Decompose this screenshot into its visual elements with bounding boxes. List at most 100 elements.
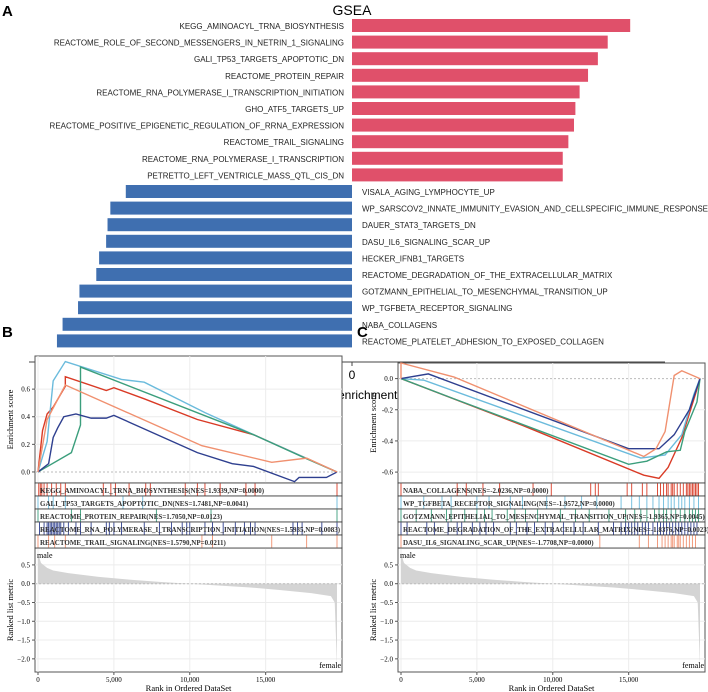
bar-label: REACTOME_PLATELET_ADHESION_TO_EXPOSED_CO… bbox=[362, 337, 604, 346]
y-tick-label: −0.5 bbox=[17, 599, 30, 607]
bar bbox=[352, 68, 589, 82]
x-tick-label: 5,000 bbox=[469, 676, 485, 684]
y-tick-label: 0.0 bbox=[384, 375, 393, 383]
es-curve bbox=[37, 375, 338, 473]
y-tick-label: -0.6 bbox=[382, 469, 394, 477]
ranked-metric-area bbox=[38, 553, 337, 667]
bar-label: PETRETTO_LEFT_VENTRICLE_MASS_QTL_CIS_DN bbox=[147, 171, 344, 180]
bar-label: REACTOME_RNA_POLYMERASE_I_TRANSCRIPTION_… bbox=[96, 88, 344, 97]
bar bbox=[78, 301, 353, 315]
bar bbox=[352, 168, 563, 182]
bar-label: GALI_TP53_TARGETS_APOPTOTIC_DN bbox=[194, 55, 344, 64]
bar-label: REACTOME_ROLE_OF_SECOND_MESSENGERS_IN_NE… bbox=[54, 39, 344, 48]
y-tick-label: 0.0 bbox=[384, 580, 393, 588]
x-tick-label: 10,000 bbox=[543, 676, 563, 684]
gsea-bar-chart: GSEA KEGG_AMINOACYL_TRNA_BIOSYNTHESIS REAC… bbox=[29, 2, 708, 402]
y-tick-label: −1.5 bbox=[17, 637, 30, 645]
y-tick-label: −1.5 bbox=[380, 637, 393, 645]
gene-set-label: WP_TGFBETA_RECEPTOR_SIGNALING(NES=-1.957… bbox=[403, 500, 615, 508]
y-tick-label: −2.0 bbox=[17, 655, 30, 663]
gene-set-label: KEGG_AMINOACYL_TRNA_BIOSYNTHESIS(NES=1.9… bbox=[40, 487, 265, 495]
es-curve bbox=[400, 377, 701, 459]
bar-label: REACTOME_PROTEIN_REPAIR bbox=[225, 72, 344, 81]
y-tick-label: 0.2 bbox=[21, 441, 30, 449]
bar-label: REACTOME_DEGRADATION_OF_THE_EXTRACELLULA… bbox=[362, 271, 613, 280]
bar-label: REACTOME_POSITIVE_EPIGENETIC_REGULATION_… bbox=[50, 122, 345, 131]
x-tick-label: 5,000 bbox=[106, 676, 122, 684]
y-tick-label: 0.5 bbox=[21, 561, 30, 569]
metric-axis-title: Ranked list metric bbox=[368, 579, 378, 642]
bar bbox=[62, 317, 352, 331]
es-curve bbox=[400, 373, 701, 450]
x-tick-label: 0 bbox=[36, 676, 40, 684]
es-curve bbox=[37, 413, 338, 483]
bar-label: DASU_IL6_SIGNALING_SCAR_UP bbox=[362, 238, 490, 247]
bar bbox=[352, 135, 569, 149]
bar bbox=[352, 102, 576, 115]
ranked-metric-area bbox=[401, 553, 700, 667]
es-panel-frame bbox=[397, 362, 706, 484]
bar-label: GOTZMANN_EPITHELIAL_TO_MESENCHYMAL_TRANS… bbox=[362, 288, 608, 297]
chart-title: GSEA bbox=[333, 2, 373, 18]
bar bbox=[96, 268, 352, 281]
es-panel-frame bbox=[34, 355, 343, 484]
x-tick-label: 10,000 bbox=[180, 676, 200, 684]
x-tick-label: 0 bbox=[349, 368, 356, 382]
gene-set-label: REACTOME_TRAIL_SIGNALING(NES=1.5790,NP=0… bbox=[40, 539, 226, 547]
gene-set-label: REACTOME_PROTEIN_REPAIR(NES=1.7050,NP=0.… bbox=[40, 513, 223, 521]
es-curve bbox=[37, 384, 338, 473]
y-tick-label: 0.4 bbox=[21, 413, 30, 421]
bar-label: KEGG_AMINOACYL_TRNA_BIOSYNTHESIS bbox=[180, 22, 345, 31]
bar-label: NABA_COLLAGENS bbox=[362, 321, 437, 330]
bar-label: GHO_ATF5_TARGETS_UP bbox=[245, 105, 344, 114]
bar bbox=[99, 251, 352, 265]
es-curve bbox=[400, 377, 701, 466]
bar bbox=[352, 85, 580, 99]
y-tick-label: -0.2 bbox=[382, 406, 394, 414]
gsea-plot-b: 0.0 0.2 0.4 0.6 0.5 0.0 −0.5 −1.0 −1.5 −2.0 KEGG_A… bbox=[5, 355, 343, 692]
y-tick-label: −0.5 bbox=[380, 599, 393, 607]
gene-set-label: NABA_COLLAGENS(NES=-2.0236,NP=0.0000) bbox=[403, 487, 549, 495]
bar bbox=[79, 284, 353, 298]
y-tick-label: -0.4 bbox=[382, 437, 394, 445]
es-axis-title: Enrichment score bbox=[5, 389, 15, 449]
bar bbox=[110, 201, 352, 215]
gene-set-label: DASU_IL6_SIGNALING_SCAR_UP(NES=-1.7708,N… bbox=[403, 539, 594, 547]
metric-panel-frame bbox=[34, 547, 343, 673]
bar bbox=[125, 185, 352, 198]
bar-label: WP_TGFBETA_RECEPTOR_SIGNALING bbox=[362, 304, 512, 313]
bar bbox=[352, 52, 598, 66]
hit-band bbox=[397, 534, 706, 549]
gene-set-label: REACTOME_DEGRADATION_OF_THE_EXTRACELLULA… bbox=[403, 526, 708, 534]
bar-label: WP_SARSCOV2_INNATE_IMMUNITY_EVASION_AND_… bbox=[362, 205, 708, 214]
x-axis-title: Rank in Ordered DataSet bbox=[509, 683, 595, 692]
y-tick-label: 0.5 bbox=[384, 561, 393, 569]
bar bbox=[352, 118, 574, 132]
y-tick-label: −1.0 bbox=[17, 618, 30, 626]
x-tick-label: 0 bbox=[399, 676, 403, 684]
x-tick-label: 15,000 bbox=[256, 676, 276, 684]
y-tick-label: 0.0 bbox=[21, 468, 30, 476]
bar-label: REACTOME_TRAIL_SIGNALING bbox=[224, 138, 344, 147]
panel-letter-c: C bbox=[357, 324, 368, 341]
bar bbox=[352, 35, 608, 49]
female-label: female bbox=[682, 661, 704, 670]
es-curve bbox=[400, 377, 701, 480]
es-curve bbox=[37, 360, 338, 473]
gene-set-label: REACTOME_RNA_POLYMERASE_I_TRANSCRIPTION_… bbox=[40, 526, 341, 534]
panel-letter-b: B bbox=[2, 324, 13, 341]
x-axis-title: Rank in Ordered DataSet bbox=[146, 683, 232, 692]
bar bbox=[56, 334, 352, 348]
y-tick-label: −2.0 bbox=[380, 655, 393, 663]
male-label: male bbox=[400, 551, 416, 560]
bar-label: VISALA_AGING_LYMPHOCYTE_UP bbox=[362, 188, 495, 197]
es-axis-title: Enrichment score bbox=[368, 393, 378, 453]
gene-set-label: GALI_TP53_TARGETS_APOPTOTIC_DN(NES=1.748… bbox=[40, 500, 249, 508]
gene-set-label: GOTZMANN_EPITHELIAL_TO_MESENCHYMAL_TRANS… bbox=[403, 513, 705, 521]
male-label: male bbox=[37, 551, 53, 560]
bar-label: REACTOME_RNA_POLYMERASE_I_TRANSCRIPTION bbox=[142, 155, 344, 164]
y-tick-label: −1.0 bbox=[380, 618, 393, 626]
bar bbox=[106, 234, 352, 248]
bar-label: HECKER_IFNB1_TARGETS bbox=[362, 254, 464, 263]
